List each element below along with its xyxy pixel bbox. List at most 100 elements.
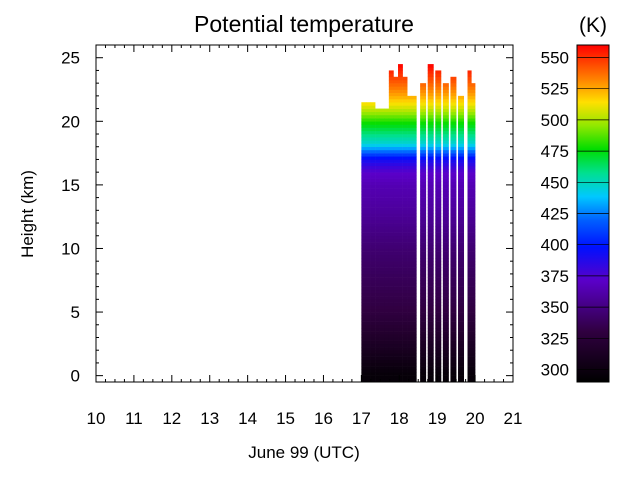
- data-cell: [402, 273, 408, 278]
- data-cell: [379, 223, 385, 227]
- data-cell: [411, 369, 417, 373]
- data-cell: [375, 277, 380, 281]
- data-cell: [407, 143, 413, 148]
- data-cell: [411, 140, 417, 144]
- data-cell: [411, 258, 417, 262]
- data-cell: [375, 312, 380, 316]
- data-cell: [442, 286, 449, 291]
- data-cell: [467, 137, 472, 141]
- data-cell: [450, 89, 457, 93]
- data-cell: [442, 143, 449, 148]
- data-cell: [379, 229, 385, 233]
- data-cell: [379, 238, 385, 243]
- data-cell: [420, 181, 427, 186]
- data-cell: [375, 258, 380, 262]
- data-cell: [398, 127, 403, 132]
- data-cell: [420, 242, 427, 246]
- data-cell: [361, 270, 367, 275]
- data-cell: [370, 219, 376, 224]
- data-cell: [379, 296, 385, 300]
- data-cell: [398, 178, 403, 183]
- data-cell: [471, 194, 476, 198]
- data-cell: [427, 378, 434, 383]
- data-cell: [379, 289, 385, 294]
- data-cell: [370, 296, 376, 300]
- data-cell: [398, 305, 403, 310]
- data-cell: [379, 375, 385, 380]
- data-cell: [407, 353, 413, 357]
- data-cell: [375, 340, 380, 345]
- data-cell: [388, 89, 394, 93]
- data-cell: [435, 321, 442, 326]
- data-cell: [435, 207, 442, 211]
- data-cell: [427, 283, 434, 287]
- data-cell: [379, 172, 385, 176]
- data-cell: [471, 216, 476, 221]
- data-cell: [435, 296, 442, 300]
- data-cell: [375, 197, 380, 202]
- data-cell: [420, 340, 427, 345]
- data-cell: [427, 331, 434, 335]
- data-cell: [442, 121, 449, 125]
- data-cell: [393, 203, 399, 208]
- data-cell: [467, 210, 472, 214]
- data-cell: [411, 378, 417, 383]
- data-cell: [375, 315, 380, 319]
- data-cell: [398, 299, 403, 303]
- x-tick-label: 13: [200, 409, 219, 428]
- data-cell: [442, 165, 449, 170]
- data-cell: [411, 347, 417, 351]
- data-cell: [379, 343, 385, 348]
- data-cell: [375, 178, 380, 183]
- data-cell: [420, 289, 427, 294]
- data-cell: [450, 191, 457, 195]
- data-cell: [388, 318, 394, 322]
- data-cell: [384, 143, 390, 148]
- data-cell: [365, 111, 371, 116]
- data-cell: [398, 99, 403, 103]
- data-cell: [398, 369, 403, 373]
- data-cell: [435, 270, 442, 275]
- data-cell: [458, 134, 465, 138]
- data-cell: [420, 162, 427, 167]
- data-cell: [471, 134, 476, 138]
- data-cell: [388, 165, 394, 170]
- data-cell: [379, 143, 385, 148]
- data-cell: [420, 337, 427, 341]
- data-cell: [411, 105, 417, 109]
- data-cell: [375, 369, 380, 373]
- data-segment: [435, 70, 442, 383]
- data-cell: [420, 92, 427, 97]
- data-cell: [420, 137, 427, 141]
- data-cell: [435, 86, 442, 90]
- data-cell: [411, 99, 417, 103]
- data-cell: [365, 219, 371, 224]
- data-cell: [361, 286, 367, 291]
- data-cell: [365, 264, 371, 268]
- data-cell: [402, 299, 408, 303]
- data-cell: [471, 105, 476, 109]
- data-cell: [450, 134, 457, 138]
- data-cell: [393, 102, 399, 106]
- data-cell: [435, 318, 442, 322]
- data-cell: [361, 366, 367, 370]
- data-cell: [442, 292, 449, 297]
- data-cell: [393, 207, 399, 211]
- data-cell: [471, 95, 476, 100]
- data-cell: [361, 372, 367, 376]
- data-cell: [458, 308, 465, 313]
- data-cell: [442, 267, 449, 272]
- data-cell: [450, 296, 457, 300]
- data-cell: [393, 181, 399, 186]
- data-cell: [384, 229, 390, 233]
- data-cell: [450, 111, 457, 116]
- data-cell: [384, 159, 390, 163]
- data-cell: [388, 159, 394, 163]
- data-cell: [361, 283, 367, 287]
- data-cell: [467, 296, 472, 300]
- data-cell: [402, 369, 408, 373]
- data-cell: [442, 175, 449, 179]
- data-cell: [420, 191, 427, 195]
- data-cell: [388, 264, 394, 268]
- data-cell: [435, 121, 442, 125]
